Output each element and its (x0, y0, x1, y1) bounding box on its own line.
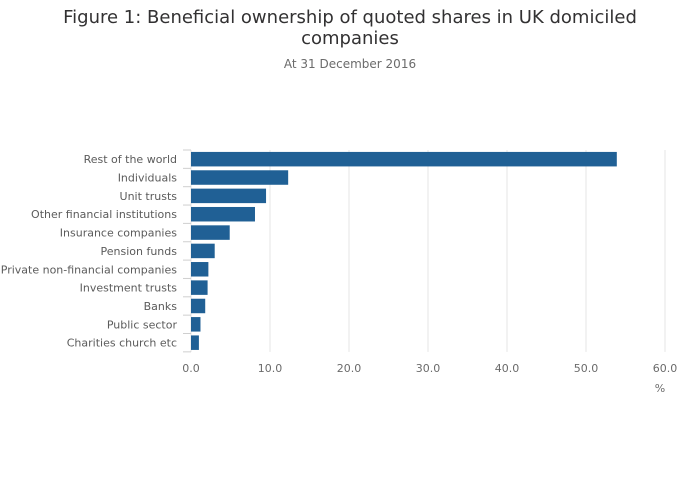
bar (191, 225, 230, 240)
category-label: Public sector (107, 318, 178, 331)
category-label: Individuals (118, 172, 178, 185)
category-label: Private non-financial companies (1, 263, 178, 276)
chart-title: Figure 1: Beneficial ownership of quoted… (0, 7, 700, 49)
x-tick-label: 40.0 (495, 362, 520, 375)
chart-title-line-2: companies (301, 28, 399, 49)
x-tick-label: 60.0 (653, 362, 678, 375)
bar (191, 298, 206, 314)
category-label: Rest of the world (84, 153, 177, 166)
bar (191, 151, 617, 167)
bar (191, 170, 289, 185)
chart-subtitle: At 31 December 2016 (283, 57, 417, 71)
category-label: Pension funds (101, 245, 178, 258)
bar (191, 243, 215, 259)
bar (191, 335, 199, 350)
bar (191, 317, 201, 332)
category-label: Banks (144, 300, 178, 313)
x-tick-label: 30.0 (416, 362, 441, 375)
x-tick-label: 20.0 (337, 362, 362, 375)
category-label: Other financial institutions (31, 208, 177, 221)
bar (191, 188, 267, 204)
bar (191, 206, 255, 222)
bar (191, 280, 208, 295)
category-label: Charities church etc (67, 337, 177, 350)
x-tick-label: 50.0 (574, 362, 599, 375)
category-label: Investment trusts (80, 282, 178, 295)
bar (191, 262, 209, 277)
x-axis-label: % (655, 382, 665, 395)
x-tick-label: 10.0 (258, 362, 283, 375)
category-label: Unit trusts (120, 190, 178, 203)
chart-title-line-1: Figure 1: Beneficial ownership of quoted… (63, 7, 637, 28)
x-tick-label: 0.0 (182, 362, 200, 375)
category-label: Insurance companies (60, 227, 177, 240)
